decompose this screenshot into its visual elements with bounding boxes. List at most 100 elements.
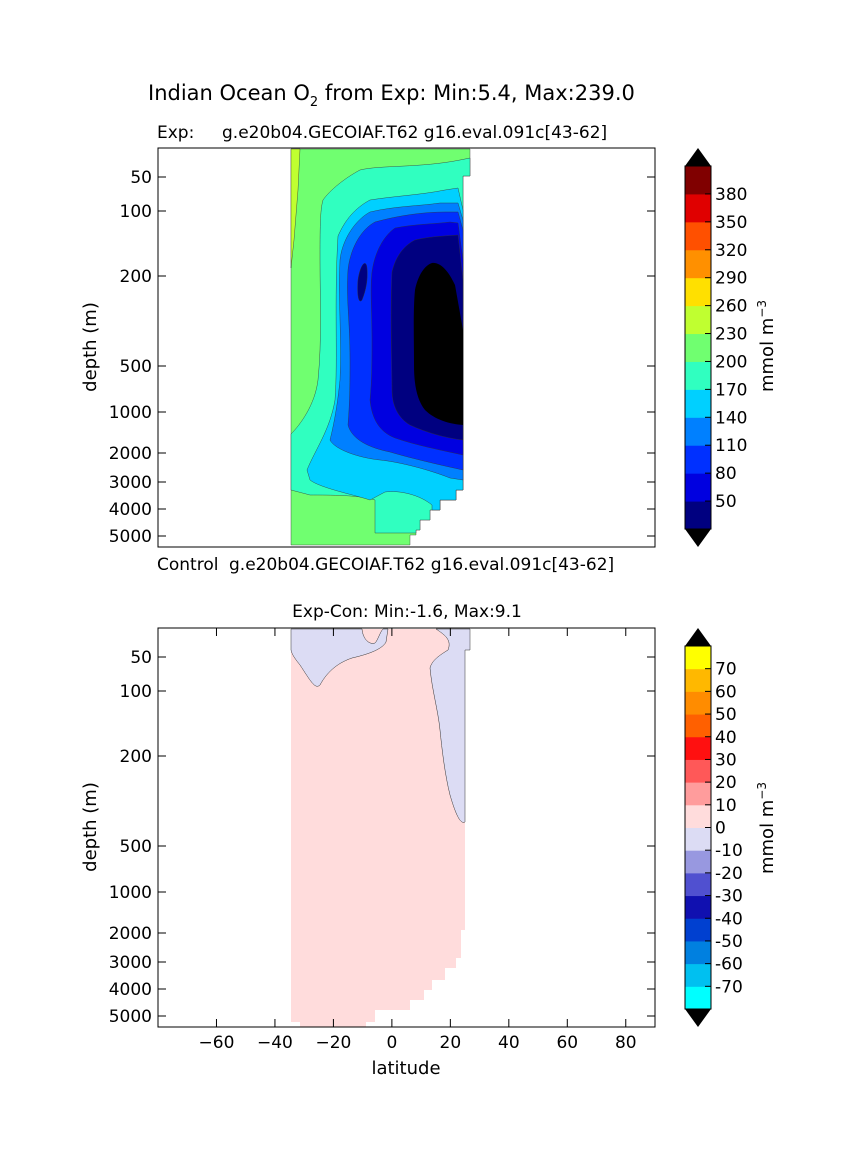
- colorbar-bottom-tick-label: 20: [715, 773, 737, 793]
- colorbar-top-swatch: [685, 221, 711, 251]
- colorbar-bottom-tick-label: -50: [715, 932, 743, 952]
- colorbar-top-tick-label: 80: [715, 464, 737, 484]
- colorbar-top-swatch: [685, 333, 711, 362]
- panel-bottom-ytick-label: 500: [120, 837, 152, 857]
- panel-bottom-xlabel: latitude: [371, 1058, 440, 1079]
- colorbar-bottom-tick-label: 30: [715, 750, 737, 770]
- panel-bottom: Control g.e20b04.GECOIAF.T62 g16.eval.09…: [80, 555, 778, 1079]
- panel-top-frame: [157, 147, 656, 548]
- colorbar-bottom-swatch: [685, 759, 711, 783]
- colorbar-bottom-tick-label: 60: [715, 682, 737, 702]
- panel-top-ylabel: depth (m): [80, 302, 101, 392]
- panel-top-ytick-label: 4000: [109, 500, 152, 520]
- panel-bottom-ylabel: depth (m): [80, 782, 101, 872]
- colorbar-bottom-swatch: [685, 963, 711, 987]
- panel-bottom-ytick-label: 50: [130, 648, 152, 668]
- panel-bottom-xtick-label: 60: [556, 1033, 578, 1053]
- colorbar-bottom-swatch: [685, 872, 711, 897]
- panel-bottom-xtick-label: 80: [615, 1033, 637, 1053]
- diff-region-negative-north: [429, 628, 471, 823]
- colorbar-top: 50 80 110 140 170 200 230 260 290 320 350 380: [684, 148, 747, 547]
- panel-top-ytick-label: 3000: [109, 473, 152, 493]
- panel-top: Exp: g.e20b04.GECOIAF.T62 g16.eval.091c[…: [80, 123, 778, 548]
- panel-bottom-xtick-label: 40: [498, 1033, 520, 1053]
- panel-bottom-xtick-label: −20: [315, 1033, 351, 1053]
- colorbar-top-tick-label: 200: [715, 352, 747, 372]
- colorbar-top-tick-label: 140: [715, 408, 747, 428]
- panel-bottom-xtick-label: −60: [199, 1033, 235, 1053]
- panel-top-ytick-label: 1000: [109, 403, 152, 423]
- colorbar-top-swatch: [685, 361, 711, 390]
- panel-bottom-frame: [157, 627, 656, 1028]
- colorbar-bottom-swatch: [685, 714, 711, 738]
- colorbar-top-tick-label: 170: [715, 380, 747, 400]
- colorbar-top-tick-label: 290: [715, 269, 747, 289]
- panel-bottom-ytick-label: 4000: [109, 980, 152, 1000]
- colorbar-top-swatch: [685, 501, 711, 530]
- colorbar-bottom-swatch: [685, 646, 711, 670]
- panel-bottom-xtick-label: 20: [440, 1033, 462, 1053]
- colorbar-bottom-swatch: [685, 850, 711, 874]
- colorbar-bottom-extend-top: [685, 628, 711, 646]
- colorbar-top-swatch: [685, 249, 711, 279]
- figure-title-main: Indian Ocean O: [148, 81, 310, 105]
- colorbar-bottom-swatch: [685, 986, 711, 1010]
- figure-title-rest: from Exp: Min:5.4, Max:239.0: [318, 81, 635, 105]
- colorbar-bottom-tick-label: -20: [715, 864, 743, 884]
- colorbar-bottom-swatch: [685, 940, 711, 965]
- colorbar-bottom-tick-label: 0: [715, 819, 726, 839]
- panel-top-ytick-label: 2000: [109, 444, 152, 464]
- figure-title: Indian Ocean O2 from Exp: Min:5.4, Max:2…: [148, 81, 635, 110]
- colorbar-bottom-tick-label: 70: [715, 660, 737, 680]
- colorbar-bottom-swatch: [685, 804, 711, 828]
- colorbar-top-label: mmol m−3: [755, 300, 778, 392]
- colorbar-bottom-swatch: [685, 827, 711, 851]
- o2-field: [290, 148, 471, 546]
- colorbar-top-tick-label: 320: [715, 241, 747, 261]
- colorbar-bottom-tick-label: 10: [715, 796, 737, 816]
- colorbar-top-tick-label: 230: [715, 325, 747, 345]
- colorbar-bottom-swatch: [685, 918, 711, 942]
- colorbar-bottom-label: mmol m−3: [755, 782, 778, 874]
- panel-bottom-title-left: Control: [157, 555, 218, 575]
- o2-level-230-260: [290, 148, 301, 269]
- o2-level-below-20: [413, 262, 463, 425]
- colorbar-top-swatch: [685, 193, 711, 223]
- colorbar-top-swatch: [685, 417, 711, 446]
- panel-top-ytick-label: 5000: [109, 527, 152, 547]
- colorbar-bottom-tick-label: 40: [715, 728, 737, 748]
- diff-field: [290, 628, 471, 1027]
- colorbar-top-extend-top: [685, 148, 711, 166]
- panel-bottom-ytick-label: 5000: [109, 1007, 152, 1027]
- colorbar-top-tick-label: 110: [715, 436, 747, 456]
- panel-top-ytick-label: 500: [120, 357, 152, 377]
- colorbar-bottom-tick-label: -60: [715, 955, 743, 975]
- colorbar-bottom-swatch: [685, 691, 711, 715]
- colorbar-bottom-swatch: [685, 736, 711, 760]
- colorbar-bottom-tick-label: -40: [715, 909, 743, 929]
- colorbar-bottom-swatch: [685, 668, 711, 692]
- panel-bottom-yaxis: 50 100 200 500 1000 2000 3000 4000 5000: [109, 648, 655, 1027]
- colorbar-top-swatch: [685, 277, 711, 307]
- colorbar-bottom-extend-bottom: [685, 1009, 711, 1027]
- panel-bottom-ytick-label: 2000: [109, 924, 152, 944]
- colorbar-top-swatch: [685, 305, 711, 335]
- colorbar-top-tick-label: 50: [715, 492, 737, 512]
- panel-bottom-xtick-label: −40: [257, 1033, 293, 1053]
- panel-bottom-ytick-label: 100: [120, 682, 152, 702]
- colorbar-top-frame: [684, 165, 712, 530]
- panel-top-ytick-label: 50: [130, 168, 152, 188]
- panel-bottom-title: Exp-Con: Min:-1.6, Max:9.1: [292, 602, 522, 622]
- panel-bottom-ytick-label: 1000: [109, 883, 152, 903]
- panel-bottom-xtick-label: 0: [386, 1033, 397, 1053]
- colorbar-top-extend-bottom: [685, 529, 711, 547]
- panel-bottom-ytick-label: 3000: [109, 953, 152, 973]
- colorbar-top-swatch: [685, 166, 711, 195]
- colorbar-bottom-swatch: [685, 782, 711, 806]
- diff-region-positive: [291, 629, 470, 1027]
- panel-top-title-right: g.e20b04.GECOIAF.T62 g16.eval.091c[43-62…: [222, 123, 607, 143]
- colorbar-top-swatch: [685, 473, 711, 502]
- colorbar-top-swatch: [685, 389, 711, 418]
